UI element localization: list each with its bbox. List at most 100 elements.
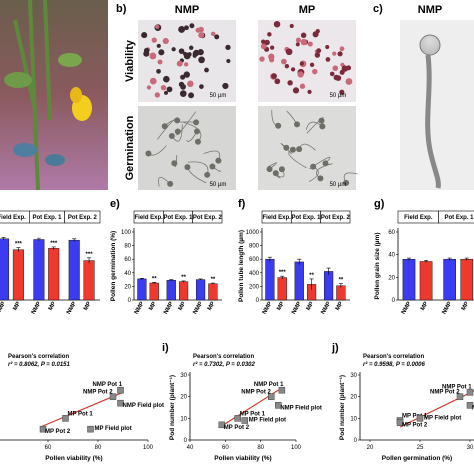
pollen-grain bbox=[194, 128, 201, 135]
point-label: NMP Pot 1 bbox=[93, 382, 123, 388]
pollen-dot bbox=[149, 52, 157, 60]
error-bar bbox=[1, 237, 6, 241]
pollen-dot bbox=[197, 49, 204, 56]
point bbox=[275, 402, 282, 409]
pollen-dot bbox=[300, 38, 308, 46]
panel-label: i) bbox=[162, 342, 169, 354]
pollen-dot bbox=[154, 92, 161, 98]
point bbox=[278, 386, 286, 394]
pollen-dot bbox=[198, 56, 205, 64]
y-tick-label: 10 bbox=[350, 416, 357, 422]
column-header: NMP bbox=[418, 4, 442, 16]
pollen-dot bbox=[156, 68, 161, 74]
error-bar bbox=[36, 237, 41, 241]
pollen-dot bbox=[158, 49, 165, 56]
x-tick-label: 80 bbox=[257, 445, 264, 451]
pollen-dot bbox=[162, 37, 169, 45]
pollen-dot bbox=[314, 52, 321, 58]
annotation: Pearson's correlation bbox=[363, 354, 424, 360]
pollen-dot bbox=[312, 31, 319, 38]
point bbox=[117, 386, 124, 394]
significance: ** bbox=[339, 278, 344, 284]
pollen-dot bbox=[299, 83, 306, 89]
bar bbox=[83, 260, 95, 301]
error-bar bbox=[181, 280, 186, 283]
fit-line bbox=[40, 391, 124, 428]
error-bar bbox=[169, 279, 174, 281]
pollen-dot bbox=[329, 71, 335, 77]
y-tick-label: 0 bbox=[184, 438, 188, 444]
pollen-dot bbox=[222, 82, 229, 90]
x-axis-label: Pollen viability (%) bbox=[45, 455, 102, 462]
bar bbox=[265, 259, 275, 301]
y-tick-label: 800 bbox=[249, 244, 260, 250]
group-header bbox=[438, 210, 474, 224]
pollen-dot bbox=[141, 32, 148, 39]
point bbox=[466, 389, 474, 396]
point-label: MP Field plot bbox=[95, 426, 132, 432]
x-axis-label: Pollen germination (%) bbox=[382, 455, 452, 462]
bar bbox=[460, 259, 474, 301]
error-bar bbox=[326, 267, 331, 275]
pollen-dot bbox=[163, 90, 169, 95]
error-bar bbox=[72, 238, 77, 242]
pollen-dot bbox=[171, 47, 176, 52]
y-tick-label: 30 bbox=[180, 373, 187, 379]
pollen-dot bbox=[271, 73, 277, 80]
pollen-dot bbox=[189, 23, 195, 29]
pollen-dot bbox=[307, 41, 313, 47]
point-label: NMP Pot 2 bbox=[430, 390, 460, 396]
x-tick-label: 60 bbox=[45, 445, 52, 451]
annotation: Pearson's correlation bbox=[193, 354, 254, 360]
significance: *** bbox=[279, 270, 287, 276]
point-label: MP Pot 2 bbox=[45, 429, 71, 435]
pollen-dot bbox=[274, 78, 281, 85]
point bbox=[466, 402, 474, 409]
pollen-grain bbox=[204, 171, 211, 178]
y-tick-label: 20 bbox=[180, 395, 187, 401]
y-tick-label: 0 bbox=[128, 298, 132, 304]
pollen-grain bbox=[171, 160, 178, 167]
pollen-dot bbox=[160, 84, 167, 91]
pollen-dot bbox=[287, 80, 293, 86]
pollen-dot bbox=[273, 20, 281, 28]
error-bar bbox=[406, 257, 411, 261]
panel-label: j) bbox=[331, 342, 339, 354]
pollen-dot bbox=[285, 48, 293, 56]
point bbox=[234, 415, 241, 422]
y-axis-label: Pollen grain size (µm) bbox=[374, 233, 381, 300]
row-header: Viability bbox=[124, 39, 136, 82]
x-tick-label: 60 bbox=[222, 445, 229, 451]
point-label: NMP Field plot bbox=[280, 405, 322, 411]
pollen-grain bbox=[193, 119, 200, 126]
error-bar bbox=[267, 256, 272, 262]
pollen-grain bbox=[278, 166, 285, 173]
pollen-dot bbox=[179, 90, 187, 97]
point-label: NMP Pot 1 bbox=[442, 384, 472, 390]
pollen-dot bbox=[307, 89, 312, 95]
pollen-grain bbox=[317, 175, 324, 182]
pollen-grain bbox=[294, 121, 301, 128]
bar bbox=[166, 280, 176, 301]
pollen-tube bbox=[158, 177, 171, 187]
pollen-dot bbox=[280, 58, 287, 65]
column-header: NMP bbox=[175, 4, 199, 16]
pollen-dot bbox=[299, 61, 304, 66]
point-label: NMP Pot 2 bbox=[241, 390, 271, 396]
pollen-grain bbox=[184, 164, 191, 171]
bar bbox=[178, 281, 189, 301]
x-tick-label: 40 bbox=[187, 445, 194, 451]
error-bar bbox=[280, 275, 285, 279]
y-tick-label: 20 bbox=[350, 395, 357, 401]
significance: ** bbox=[152, 276, 157, 282]
y-tick-label: 0 bbox=[256, 298, 260, 304]
error-bar bbox=[297, 258, 302, 265]
pollen-dot bbox=[325, 57, 331, 62]
point-label: MP Field plot bbox=[249, 418, 286, 424]
group-label: Pot Exp. 2 bbox=[321, 215, 351, 221]
error-bar bbox=[139, 277, 144, 280]
error-bar bbox=[152, 282, 157, 284]
x-tick-label: 30 bbox=[467, 445, 474, 451]
y-tick-label: 0 bbox=[392, 298, 396, 304]
x-tick-label: NMP bbox=[31, 301, 43, 316]
